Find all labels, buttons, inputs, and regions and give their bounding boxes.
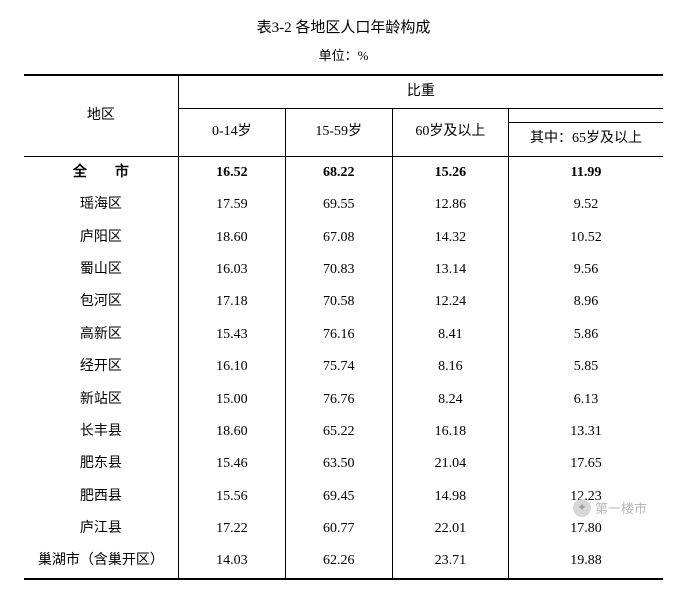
cell-value: 8.16 bbox=[392, 351, 508, 383]
cell-value: 15.43 bbox=[178, 319, 285, 351]
cell-value: 17.65 bbox=[509, 448, 663, 480]
table-row: 全 市16.5268.2215.2611.99 bbox=[24, 156, 663, 189]
cell-value: 17.18 bbox=[178, 286, 285, 318]
table-row: 长丰县18.6065.2216.1813.31 bbox=[24, 416, 663, 448]
cell-value: 17.80 bbox=[509, 513, 663, 545]
cell-region: 全 市 bbox=[24, 156, 178, 189]
cell-value: 76.16 bbox=[285, 319, 392, 351]
cell-value: 15.56 bbox=[178, 481, 285, 513]
table-row: 经开区16.1075.748.165.85 bbox=[24, 351, 663, 383]
cell-value: 16.10 bbox=[178, 351, 285, 383]
cell-value: 19.88 bbox=[509, 545, 663, 578]
col-header-spacer bbox=[509, 109, 663, 123]
cell-value: 14.32 bbox=[392, 222, 508, 254]
col-header-60plus: 60岁及以上 bbox=[392, 109, 508, 156]
cell-value: 69.55 bbox=[285, 189, 392, 221]
cell-value: 18.60 bbox=[178, 222, 285, 254]
cell-value: 14.98 bbox=[392, 481, 508, 513]
cell-value: 68.22 bbox=[285, 156, 392, 189]
cell-region: 巢湖市（含巢开区） bbox=[24, 545, 178, 578]
cell-value: 16.52 bbox=[178, 156, 285, 189]
table-row: 新站区15.0076.768.246.13 bbox=[24, 384, 663, 416]
cell-value: 8.41 bbox=[392, 319, 508, 351]
cell-region: 庐阳区 bbox=[24, 222, 178, 254]
cell-region: 蜀山区 bbox=[24, 254, 178, 286]
cell-value: 8.24 bbox=[392, 384, 508, 416]
cell-value: 11.99 bbox=[509, 156, 663, 189]
cell-value: 21.04 bbox=[392, 448, 508, 480]
cell-region: 长丰县 bbox=[24, 416, 178, 448]
cell-value: 17.59 bbox=[178, 189, 285, 221]
cell-value: 62.26 bbox=[285, 545, 392, 578]
cell-value: 67.08 bbox=[285, 222, 392, 254]
cell-value: 12.23 bbox=[509, 481, 663, 513]
table-body: 全 市16.5268.2215.2611.99瑶海区17.5969.5512.8… bbox=[24, 156, 663, 579]
cell-value: 15.46 bbox=[178, 448, 285, 480]
cell-value: 75.74 bbox=[285, 351, 392, 383]
cell-value: 70.58 bbox=[285, 286, 392, 318]
cell-value: 17.22 bbox=[178, 513, 285, 545]
cell-region: 肥东县 bbox=[24, 448, 178, 480]
cell-value: 15.26 bbox=[392, 156, 508, 189]
cell-value: 13.14 bbox=[392, 254, 508, 286]
table-unit: 单位：% bbox=[24, 45, 663, 64]
age-composition-table: 地区 比重 0-14岁 15-59岁 60岁及以上 其中：65岁及以上 全 市1… bbox=[24, 74, 663, 580]
cell-region: 庐江县 bbox=[24, 513, 178, 545]
cell-region: 肥西县 bbox=[24, 481, 178, 513]
table-row: 肥东县15.4663.5021.0417.65 bbox=[24, 448, 663, 480]
cell-value: 70.83 bbox=[285, 254, 392, 286]
col-header-15-59: 15-59岁 bbox=[285, 109, 392, 156]
table-row: 瑶海区17.5969.5512.869.52 bbox=[24, 189, 663, 221]
table-row: 巢湖市（含巢开区）14.0362.2623.7119.88 bbox=[24, 545, 663, 578]
cell-value: 60.77 bbox=[285, 513, 392, 545]
cell-value: 6.13 bbox=[509, 384, 663, 416]
cell-value: 9.52 bbox=[509, 189, 663, 221]
table-row: 蜀山区16.0370.8313.149.56 bbox=[24, 254, 663, 286]
cell-value: 65.22 bbox=[285, 416, 392, 448]
table-title: 表3-2 各地区人口年龄构成 bbox=[24, 16, 663, 37]
cell-value: 9.56 bbox=[509, 254, 663, 286]
table-row: 肥西县15.5669.4514.9812.23 bbox=[24, 481, 663, 513]
cell-value: 16.03 bbox=[178, 254, 285, 286]
cell-value: 10.52 bbox=[509, 222, 663, 254]
cell-value: 76.76 bbox=[285, 384, 392, 416]
col-header-65plus: 其中：65岁及以上 bbox=[509, 123, 663, 156]
cell-region: 瑶海区 bbox=[24, 189, 178, 221]
cell-region: 经开区 bbox=[24, 351, 178, 383]
cell-region: 包河区 bbox=[24, 286, 178, 318]
table-row: 包河区17.1870.5812.248.96 bbox=[24, 286, 663, 318]
cell-value: 5.85 bbox=[509, 351, 663, 383]
col-header-0-14: 0-14岁 bbox=[178, 109, 285, 156]
cell-value: 63.50 bbox=[285, 448, 392, 480]
cell-value: 69.45 bbox=[285, 481, 392, 513]
table-row: 高新区15.4376.168.415.86 bbox=[24, 319, 663, 351]
cell-value: 12.86 bbox=[392, 189, 508, 221]
cell-value: 14.03 bbox=[178, 545, 285, 578]
table-row: 庐江县17.2260.7722.0117.80 bbox=[24, 513, 663, 545]
cell-value: 18.60 bbox=[178, 416, 285, 448]
cell-value: 15.00 bbox=[178, 384, 285, 416]
table-row: 庐阳区18.6067.0814.3210.52 bbox=[24, 222, 663, 254]
cell-value: 8.96 bbox=[509, 286, 663, 318]
cell-value: 22.01 bbox=[392, 513, 508, 545]
cell-value: 23.71 bbox=[392, 545, 508, 578]
col-header-region: 地区 bbox=[24, 75, 178, 156]
cell-value: 12.24 bbox=[392, 286, 508, 318]
cell-region: 新站区 bbox=[24, 384, 178, 416]
cell-region: 高新区 bbox=[24, 319, 178, 351]
col-header-proportion: 比重 bbox=[178, 75, 663, 109]
cell-value: 13.31 bbox=[509, 416, 663, 448]
cell-value: 16.18 bbox=[392, 416, 508, 448]
cell-value: 5.86 bbox=[509, 319, 663, 351]
